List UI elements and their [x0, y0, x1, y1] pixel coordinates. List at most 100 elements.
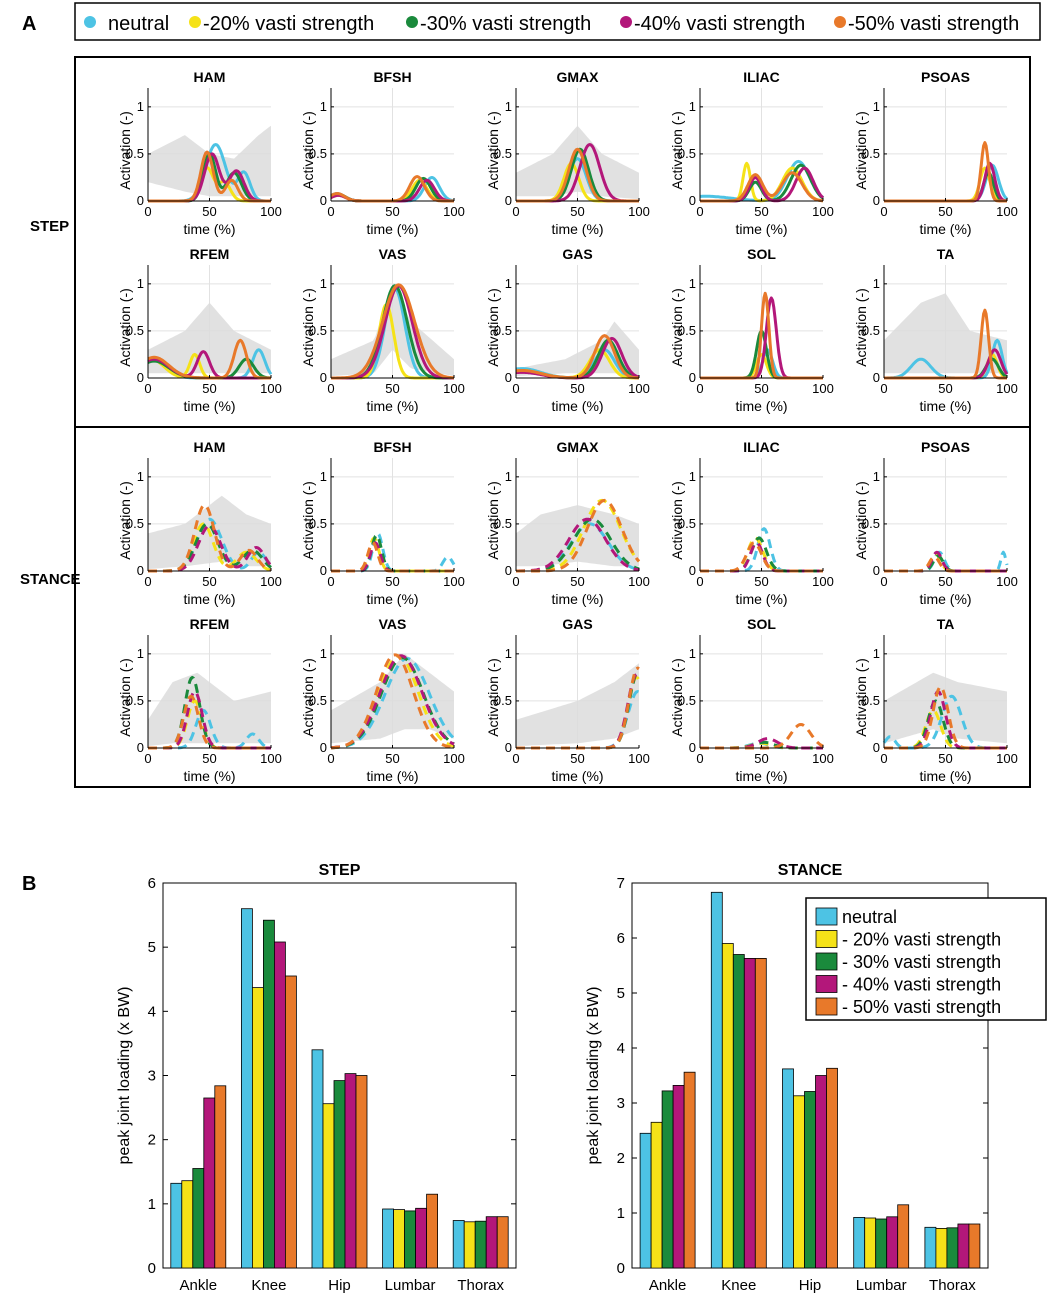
x-tick-label: 100	[443, 751, 465, 766]
x-axis-label: time (%)	[551, 768, 603, 784]
x-tick-label: 0	[144, 204, 151, 219]
y-axis-label: Activation (-)	[669, 111, 685, 190]
bar-ankle--20-vasti-strength	[650, 1121, 663, 1269]
x-tick-label: 100	[996, 751, 1018, 766]
x-tick-label: 50	[754, 751, 768, 766]
x-tick-label: 50	[202, 574, 216, 589]
bar-lumbar--30-vasti-strength	[875, 1218, 888, 1269]
x-tick-label: 50	[570, 751, 584, 766]
bar-knee--30-vasti-strength	[262, 919, 275, 1269]
panel-title: HAM	[194, 69, 226, 85]
panel-step-gas: 0 50 100 0 0.5 1 GAS time (%) Activation (-)	[485, 246, 650, 414]
panel-title: BFSH	[373, 439, 411, 455]
y-tick-label: 0	[137, 193, 144, 208]
y-tick-label: 1	[320, 99, 327, 114]
x-axis-label: time (%)	[183, 591, 235, 607]
y-tick-label: 0	[689, 563, 696, 578]
y-tick-label: 0.5	[678, 323, 696, 338]
bar-hip--30-vasti-strength	[804, 1091, 816, 1269]
bar-thorax--40-vasti-strength	[957, 1223, 970, 1269]
panel-step-ham: 0 50 100 0 0.5 1 HAM time (%) Activation (-)	[117, 69, 282, 237]
x-tick-label: 0	[512, 574, 519, 589]
y-tick-label: 1	[137, 276, 144, 291]
y-tick-label: 1	[137, 469, 144, 484]
x-tick-label: 0	[144, 574, 151, 589]
y-tick-label: 0.5	[494, 146, 512, 161]
bar-legend-swatch	[815, 975, 838, 993]
x-tick-label: 0	[880, 574, 887, 589]
bar-knee--40-vasti-strength	[273, 941, 286, 1269]
y-tick-label: 1	[873, 646, 880, 661]
panel-stance-bfsh: 0 50 100 0 0.5 1 BFSH time (%) Activation (-)	[300, 439, 465, 607]
y-tick-label: 0.5	[862, 323, 880, 338]
x-tick-label-knee: Knee	[251, 1277, 286, 1294]
bar-hip--20-vasti-strength	[793, 1095, 805, 1269]
bar-knee--50-vasti-strength	[754, 958, 767, 1269]
x-tick-label: 100	[443, 204, 465, 219]
x-axis-label: time (%)	[551, 221, 603, 237]
bar-lumbar--20-vasti-strength	[864, 1217, 877, 1269]
panel-stance-ta: 0 50 100 0 0.5 1 TA time (%) Activation (-)	[853, 616, 1018, 784]
x-axis-label: time (%)	[551, 591, 603, 607]
x-tick-label: 100	[260, 381, 282, 396]
y-tick-label: 0	[320, 370, 327, 385]
y-axis-label: Activation (-)	[117, 481, 133, 560]
y-tick-label: 0.5	[126, 323, 144, 338]
series-line--50-vasti-strength	[330, 283, 455, 380]
bar-legend-label: neutral	[842, 907, 897, 927]
legend-marker-20	[189, 16, 201, 28]
legend-label-30: -30% vasti strength	[420, 13, 591, 35]
bar-hip--30-vasti-strength	[333, 1080, 346, 1269]
x-tick-label-ankle: Ankle	[180, 1277, 218, 1294]
y-tick-label: 1	[137, 99, 144, 114]
panel-stance-ham: 0 50 100 0 0.5 1 HAM time (%) Activation (-)	[117, 439, 282, 607]
bar-thorax--50-vasti-strength	[968, 1223, 981, 1269]
bar-hip--40-vasti-strength	[344, 1073, 357, 1269]
x-tick-label: 100	[996, 381, 1018, 396]
y-tick-label: 0	[320, 740, 327, 755]
panel-stance-vas: 0 50 100 0 0.5 1 VAS time (%) Activation (-)	[300, 616, 465, 784]
normal-band	[516, 125, 639, 200]
y-tick-label: 1	[505, 646, 512, 661]
normal-band	[884, 293, 1007, 374]
normal-band	[516, 321, 639, 377]
x-tick-label: 0	[696, 381, 703, 396]
bar-lumbar-neutral	[382, 1208, 395, 1269]
x-tick-label: 0	[144, 381, 151, 396]
bar-chart-title: STEP	[319, 862, 361, 879]
bar-thorax-neutral	[452, 1220, 465, 1269]
panel-label-b: B	[22, 873, 36, 895]
x-tick-label: 100	[812, 574, 834, 589]
x-tick-label: 50	[938, 751, 952, 766]
panel-stance-rfem: 0 50 100 0 0.5 1 RFEM time (%) Activation (-)	[117, 616, 282, 784]
x-axis-label: time (%)	[366, 221, 418, 237]
x-axis-label: time (%)	[919, 768, 971, 784]
x-tick-label: 100	[812, 751, 834, 766]
bar-chart-step: 0 1 2 3 4 5 6 Ankle Knee Hip Lumbar Thorax STEP peak …	[116, 862, 517, 1294]
x-tick-label-lumbar: Lumbar	[385, 1277, 436, 1294]
x-tick-label: 100	[443, 574, 465, 589]
bar-thorax--50-vasti-strength	[496, 1216, 509, 1269]
panel-title: SOL	[747, 246, 776, 262]
y-tick-label: 0	[320, 193, 327, 208]
y-tick-label: 0.5	[126, 693, 144, 708]
y-tick-label: 1	[320, 646, 327, 661]
y-tick-label: 0	[873, 370, 880, 385]
y-tick-label: 0	[137, 370, 144, 385]
y-tick-label: 2	[148, 1132, 156, 1149]
x-tick-label: 50	[202, 204, 216, 219]
legend-label-20: -20% vasti strength	[203, 13, 374, 35]
bar-legend-swatch	[815, 930, 838, 948]
x-axis-label: time (%)	[735, 768, 787, 784]
y-tick-label: 0.5	[494, 693, 512, 708]
bar-lumbar--30-vasti-strength	[404, 1210, 417, 1269]
bar-knee--20-vasti-strength	[721, 943, 734, 1269]
bar-thorax--40-vasti-strength	[485, 1216, 498, 1269]
bar-hip--50-vasti-strength	[355, 1075, 368, 1269]
y-tick-label: 0.5	[126, 516, 144, 531]
x-tick-label: 0	[327, 381, 334, 396]
y-axis-label: Activation (-)	[117, 288, 133, 367]
y-axis-label: peak joint loading (x BW)	[585, 987, 602, 1165]
y-tick-label: 0	[148, 1260, 156, 1277]
y-tick-label: 1	[505, 469, 512, 484]
